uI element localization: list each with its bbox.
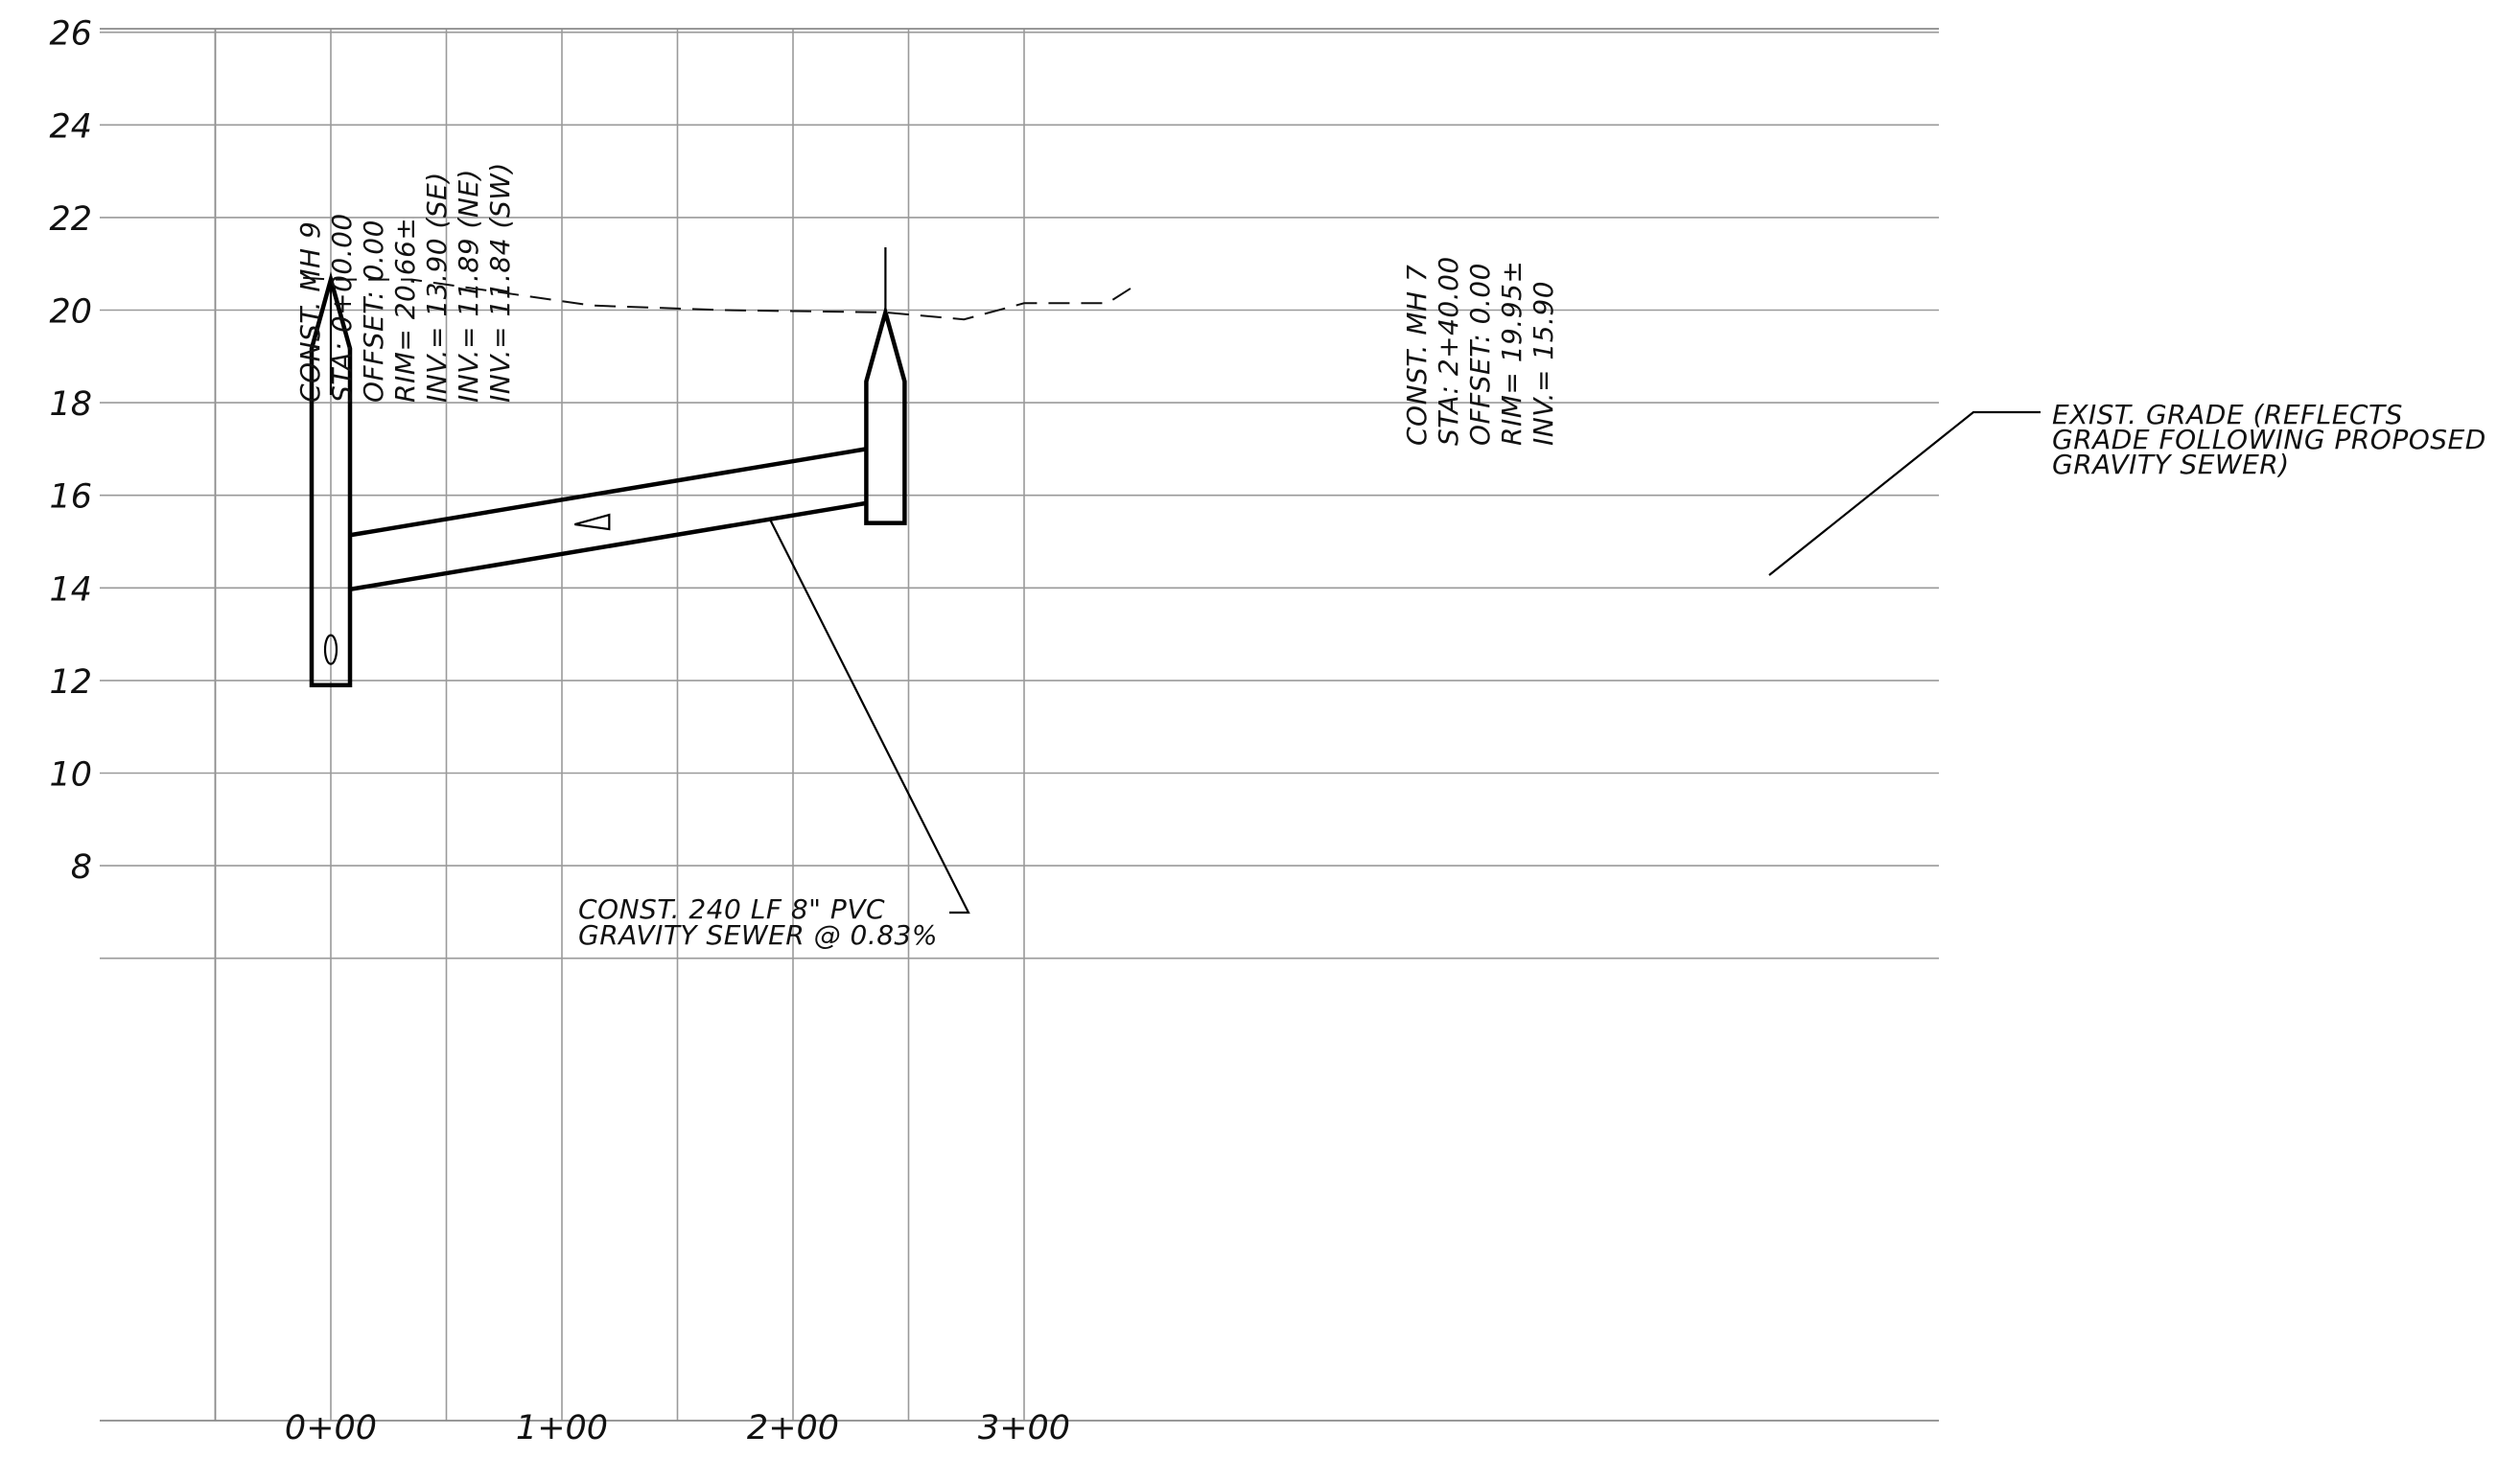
y-tick-label: 22 <box>49 200 92 239</box>
y-tick-label: 8 <box>71 848 92 887</box>
grade-callout-label-line: EXIST. GRADE (REFLECTS <box>2052 399 2403 430</box>
manhole-mh9-label-line: OFFSET: 0.00 <box>358 220 389 403</box>
manhole-mh7-label-line: INV.= 15.90 <box>1528 281 1559 446</box>
manhole-mh7-label-line: STA: 2+40.00 <box>1433 256 1464 446</box>
pipe-invert-line <box>349 500 867 592</box>
grade-callout-leader <box>1768 410 2041 576</box>
y-tick-label: 14 <box>49 570 92 609</box>
manhole-mh9-label-line: CONST. MH 9 <box>294 221 326 403</box>
manhole-mh9-label-line: INV.= 11.89 (NE) <box>453 169 484 403</box>
manhole-mh7-label-line: OFFSET: 0.00 <box>1464 263 1496 446</box>
x-tick-label: 0+00 <box>285 1409 377 1447</box>
manhole-mh9-body <box>309 271 353 687</box>
manhole-mh9-label-line: RIM= 20.66± <box>389 218 421 403</box>
existing-grade-line <box>303 276 1133 321</box>
y-tick-label: 10 <box>49 756 92 795</box>
manhole-mh9-label-line: STA: 0+00.00 <box>326 213 358 403</box>
manhole-mh9-label-line: INV.= 13.90 (SE) <box>421 172 453 403</box>
y-tick-label: 26 <box>49 15 92 54</box>
y-tick-label: 16 <box>49 478 92 517</box>
grade-callout-label-line: GRAVITY SEWER) <box>2052 449 2290 480</box>
x-tick-label: 2+00 <box>747 1409 839 1447</box>
manhole-mh7-body <box>864 304 907 525</box>
x-tick-label: 1+00 <box>516 1409 608 1447</box>
grade-callout-label-line: GRADE FOLLOWING PROPOSED <box>2052 424 2486 455</box>
y-tick-label: 12 <box>49 663 92 702</box>
y-tick-label: 18 <box>49 385 92 424</box>
manhole-structures: CONST. MH 9 STA: 0+00.00 OFFSET: 0.00 RIM= … <box>294 162 1559 687</box>
gravity-sewer-pipe <box>349 447 867 592</box>
axis-tick-labels: 810121416182022242628300+001+002+003+00 <box>49 15 1070 1447</box>
existing-grade-dashed-line <box>303 276 1133 321</box>
profile-grid <box>100 28 1939 1422</box>
pipe-callout-label-line: GRAVITY SEWER @ 0.83% <box>578 919 938 951</box>
manhole-mh9-outlet-pipe <box>323 634 338 665</box>
flow-direction-arrow-icon <box>574 513 611 531</box>
y-tick-label: 20 <box>49 293 92 332</box>
pipe-crown-line <box>349 447 867 538</box>
y-tick-label: 24 <box>49 107 92 146</box>
pipe-callout-label-line: CONST. 240 LF 8" PVC <box>578 893 885 925</box>
manhole-mh9-label-line: INV.= 11.84 (SW) <box>484 162 516 403</box>
manhole-mh7-label-line: CONST. MH 7 <box>1401 265 1433 446</box>
x-tick-label: 3+00 <box>978 1409 1070 1447</box>
pipe-callout-leader <box>768 519 970 914</box>
manhole-mh7-label-line: RIM= 19.95± <box>1496 261 1528 446</box>
